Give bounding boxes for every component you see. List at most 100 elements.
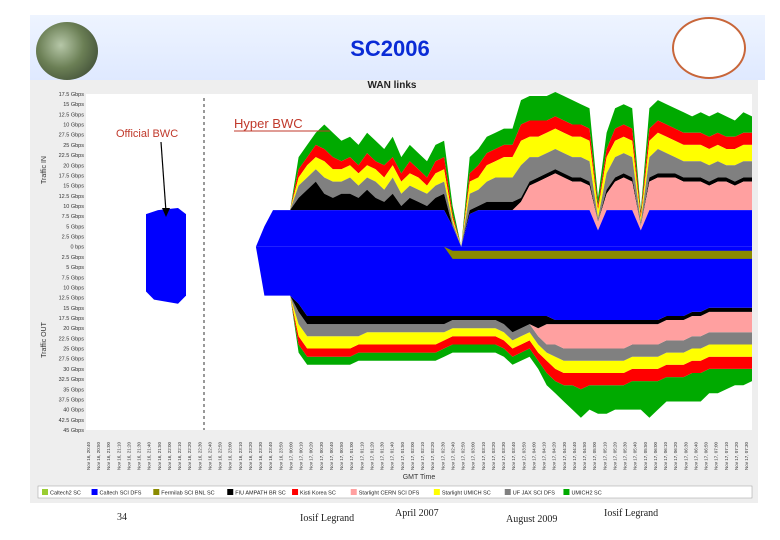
y-tick-label: 12.5 Gbps	[59, 112, 85, 118]
y-tick-label: 42.5 Gbps	[59, 418, 85, 424]
annotation-official-bwc: Official BWC	[116, 128, 178, 140]
x-tick-label: Nov 16, 23:00	[228, 441, 233, 470]
x-tick-label: Nov 17, 02:10	[420, 442, 425, 471]
x-tick-label: Nov 17, 06:20	[673, 441, 678, 470]
y-tick-label: 45 Gbps	[63, 428, 84, 434]
area-mid-fermilab	[196, 246, 752, 259]
area-in-starlight-cern-sci-dfs	[196, 173, 752, 247]
x-tick-label: Nov 17, 06:10	[663, 441, 668, 470]
y-tick-label: 5 Gbps	[66, 224, 84, 230]
y-tick-label: 35 Gbps	[63, 387, 84, 393]
x-tick-label: Nov 17, 00:40	[329, 442, 334, 471]
legend-entry: FIU AMPATH BR SC	[235, 491, 286, 497]
x-tick-label: Nov 16, 22:00	[167, 441, 172, 470]
x-tick-label: Nov 17, 01:10	[359, 441, 364, 470]
legend-entry: UMICH2 SC	[571, 491, 601, 497]
x-tick-label: Nov 17, 03:30	[501, 441, 506, 470]
area-in-caltech-sci-dfs	[196, 210, 752, 247]
legend-entry: Starlight UMICH SC	[442, 491, 491, 497]
y-tick-label: 0 bps	[71, 245, 85, 251]
chart-frame: WAN links Traffic IN Traffic OUT GMT Tim…	[30, 80, 758, 503]
y-axis-label-out: Traffic OUT	[41, 321, 48, 358]
x-tick-label: Nov 17, 04:40	[572, 441, 577, 470]
chart-title: WAN links	[368, 80, 417, 91]
footer-author-left: Iosif Legrand	[300, 513, 355, 524]
area-out-kisti-korea-sc	[196, 246, 752, 390]
x-tick-label: Nov 16, 20:50	[96, 441, 101, 470]
y-tick-label: 7.5 Gbps	[62, 214, 85, 220]
x-tick-label: Nov 17, 06:30	[683, 442, 688, 471]
x-tick-label: Nov 17, 06:00	[653, 441, 658, 470]
y-tick-label: 20 Gbps	[63, 326, 84, 332]
x-tick-label: Nov 16, 23:30	[258, 441, 263, 470]
annotation-hyper-bwc: Hyper BWC	[234, 116, 303, 131]
legend-entry: UF JAX SCI DFS	[513, 491, 556, 497]
x-tick-label: Nov 17, 04:30	[562, 441, 567, 470]
x-tick-label: Nov 17, 00:10	[299, 441, 304, 470]
y-tick-label: 32.5 Gbps	[59, 377, 85, 383]
y-tick-label: 37.5 Gbps	[59, 397, 85, 403]
area-out-umich2-sc	[196, 246, 752, 418]
x-tick-label: Nov 17, 05:00	[592, 442, 597, 471]
x-tick-label: Nov 17, 02:20	[430, 441, 435, 470]
x-tick-label: Nov 17, 01:00	[349, 441, 354, 470]
area-official-bwc	[146, 208, 186, 304]
y-tick-label: 27.5 Gbps	[59, 133, 85, 139]
y-tick-label: 5 Gbps	[66, 265, 84, 271]
y-tick-label: 17.5 Gbps	[59, 316, 85, 322]
title-bar	[30, 15, 765, 80]
legend-swatch	[433, 489, 440, 495]
legend-swatch	[292, 489, 299, 495]
x-tick-label: Nov 17, 00:30	[319, 441, 324, 470]
y-tick-label: 12.5 Gbps	[59, 296, 85, 302]
x-tick-label: Nov 16, 21:00	[106, 441, 111, 470]
area-out-starlight-umich-sc	[196, 246, 752, 373]
legend-swatch	[504, 489, 511, 495]
x-tick-label: Nov 17, 05:40	[633, 441, 638, 470]
x-tick-label: Nov 16, 21:10	[116, 442, 121, 471]
y-tick-label: 10 Gbps	[63, 285, 84, 291]
x-tick-label: Nov 16, 22:50	[218, 441, 223, 470]
x-tick-label: Nov 16, 21:50	[157, 442, 162, 471]
y-tick-label: 10 Gbps	[63, 123, 84, 129]
legend-swatch	[563, 489, 570, 495]
legend-entry: Fermilab SCI BNL SC	[161, 491, 214, 497]
x-tick-label: Nov 17, 07:20	[734, 442, 739, 471]
legend-entry: Caltech2 SC	[50, 491, 81, 497]
y-tick-label: 2.5 Gbps	[62, 235, 85, 241]
x-tick-label: Nov 16, 22:30	[197, 442, 202, 471]
x-tick-label: Nov 16, 21:40	[147, 441, 152, 470]
y-tick-label: 30 Gbps	[63, 367, 84, 373]
x-tick-label: Nov 17, 01:40	[390, 441, 395, 470]
legend-swatch	[42, 489, 48, 495]
y-tick-label: 12.5 Gbps	[59, 194, 85, 200]
footer-date-b: August 2009	[506, 514, 558, 525]
footer-author-right: Iosif Legrand	[604, 508, 659, 519]
area-out-caltech-sci-dfs	[196, 246, 752, 320]
area-out-uf-jax-sci-dfs	[196, 246, 752, 361]
y-tick-label: 2.5 Gbps	[62, 255, 85, 261]
legend-swatch	[153, 489, 160, 495]
area-in-fiu-ampath-br-sc	[196, 169, 752, 247]
caltech-seal-icon	[672, 17, 746, 79]
x-tick-label: Nov 17, 06:40	[693, 441, 698, 470]
legend-entry: Kisti Korea SC	[300, 491, 336, 497]
x-tick-label: Nov 16, 23:40	[268, 441, 273, 470]
legend-box	[37, 485, 753, 499]
x-tick-label: Nov 17, 05:20	[612, 441, 617, 470]
x-tick-label: Nov 16, 22:20	[187, 441, 192, 470]
x-tick-label: Nov 17, 03:40	[511, 442, 516, 471]
x-tick-label: Nov 17, 04:00	[531, 441, 536, 470]
institution-crest-icon	[36, 22, 98, 80]
x-tick-label: Nov 16, 23:50	[278, 441, 283, 470]
x-tick-label: Nov 17, 00:00	[289, 442, 294, 471]
x-tick-label: Nov 17, 00:50	[339, 442, 344, 471]
x-tick-label: Nov 17, 03:50	[521, 441, 526, 470]
y-tick-label: 22.5 Gbps	[59, 153, 85, 159]
y-tick-label: 15 Gbps	[63, 306, 84, 312]
x-tick-label: Nov 17, 03:20	[491, 441, 496, 470]
x-tick-label: Nov 17, 03:10	[481, 441, 486, 470]
y-tick-label: 40 Gbps	[63, 408, 84, 414]
y-tick-label: 15 Gbps	[63, 102, 84, 108]
